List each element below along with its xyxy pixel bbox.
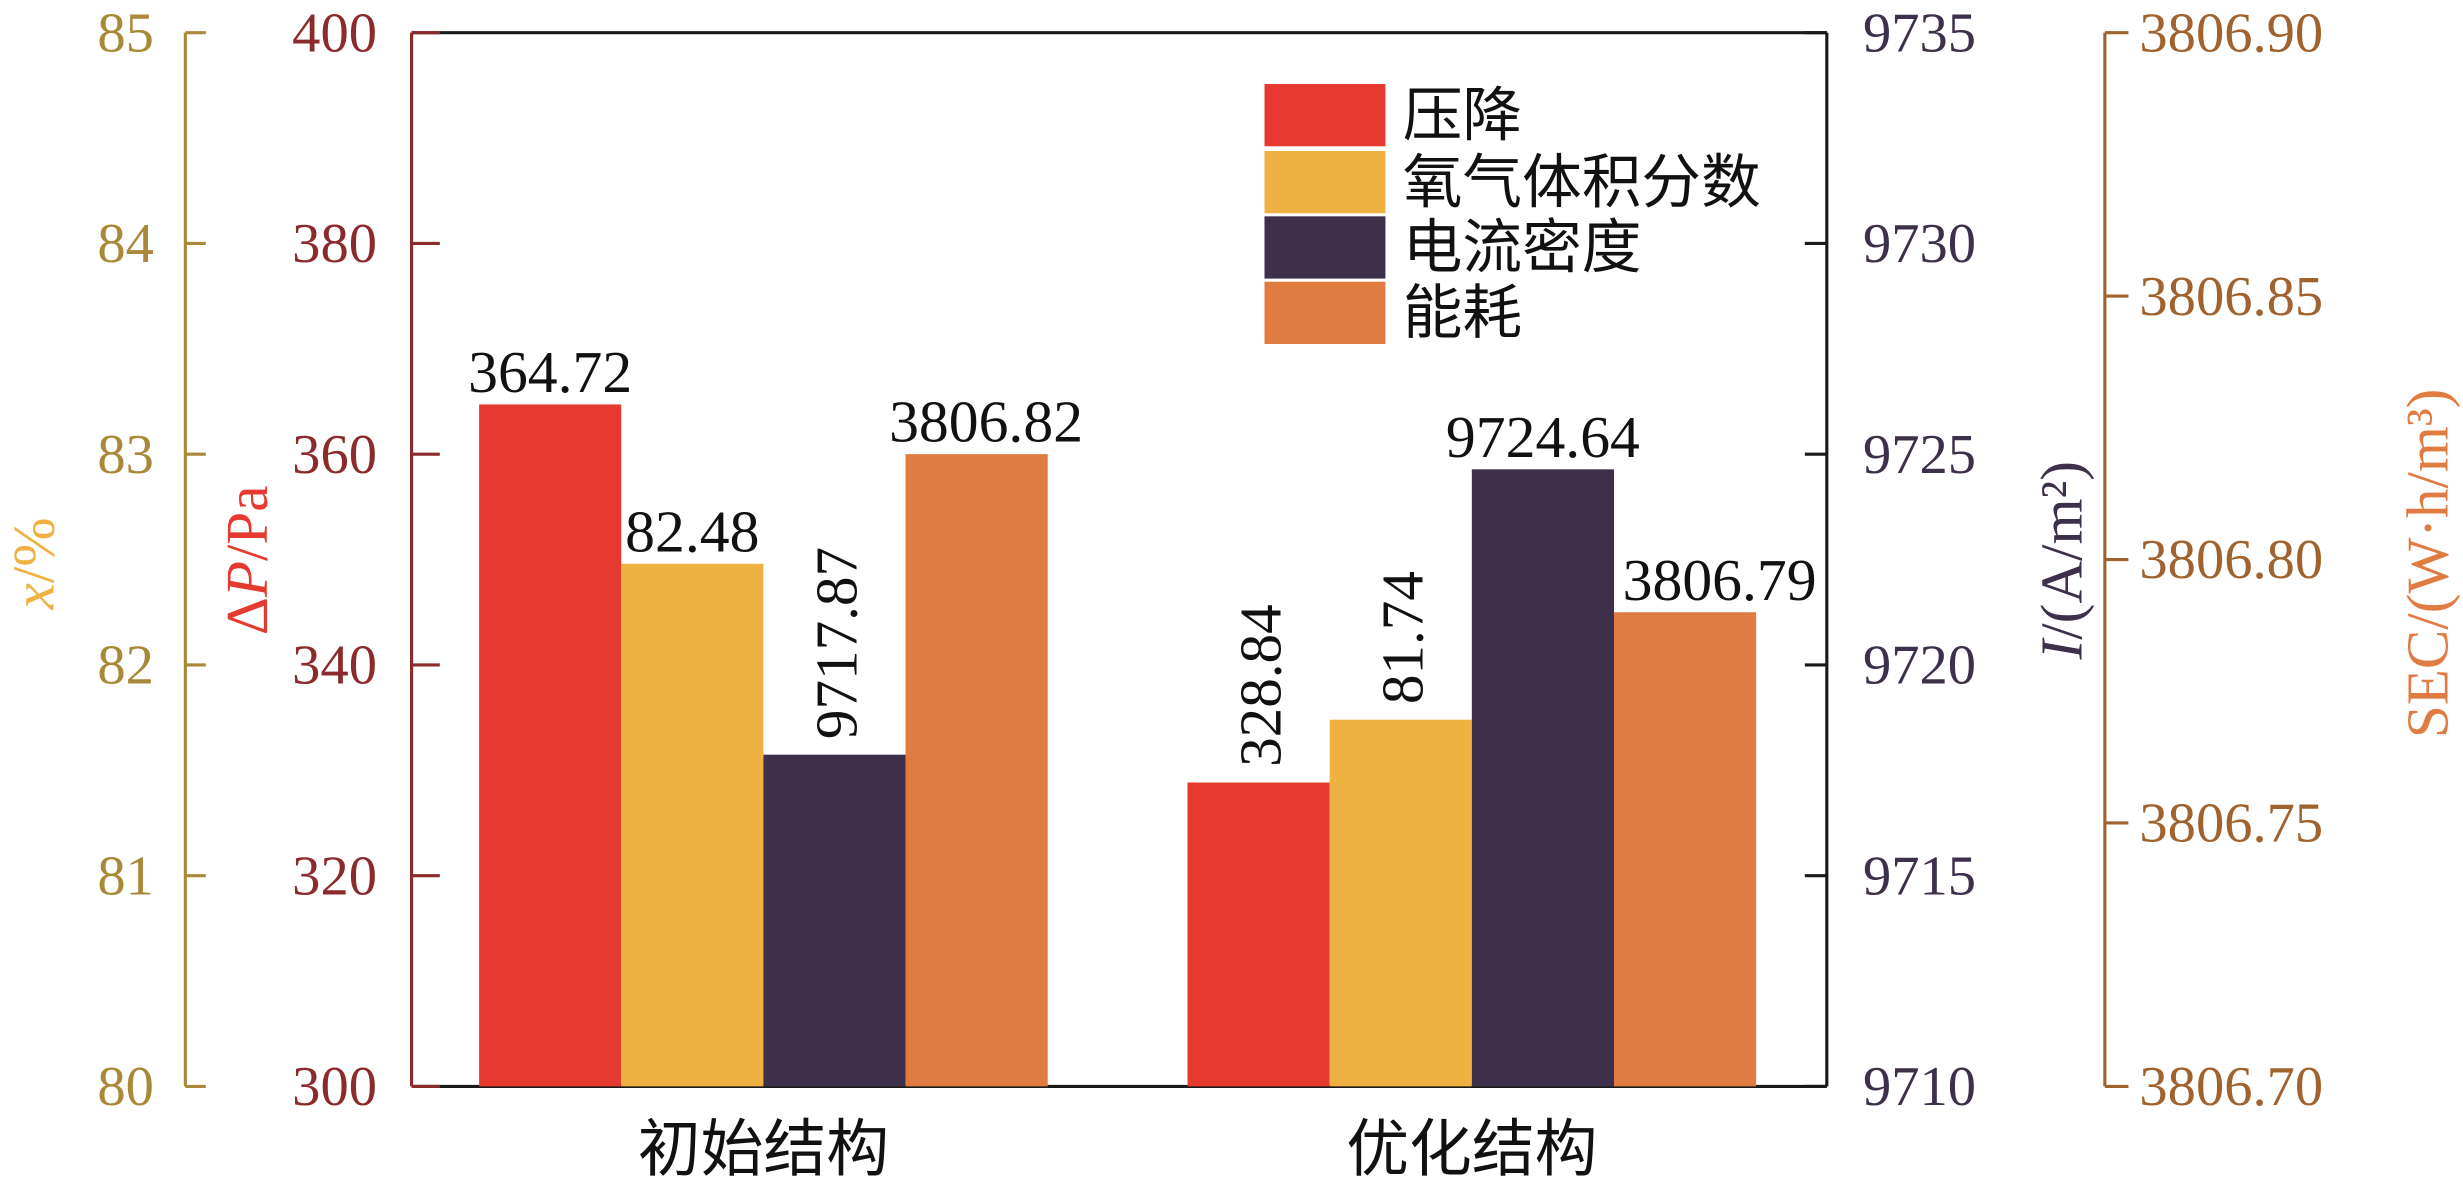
tick-label-current-density-3: 9725 bbox=[1863, 424, 1976, 486]
tick-label-energy-consumption-1: 3806.75 bbox=[2139, 793, 2323, 855]
axis-title-energy-consumption: SEC/(W·h/m³) bbox=[2394, 389, 2460, 738]
tick-label-energy-consumption-4: 3806.90 bbox=[2139, 3, 2323, 65]
tick-label-oxygen-fraction-4: 84 bbox=[97, 213, 154, 275]
data-label-energy-consumption-optimized: 3806.79 bbox=[1623, 547, 1817, 613]
data-label-pressure-drop-optimized: 328.84 bbox=[1227, 604, 1293, 767]
bars-layer bbox=[479, 404, 1757, 1087]
data-label-oxygen-fraction-initial: 82.48 bbox=[625, 499, 759, 565]
legend-swatch-oxygen-fraction bbox=[1264, 150, 1386, 214]
data-label-oxygen-fraction-optimized: 81.74 bbox=[1370, 571, 1436, 704]
tick-label-current-density-0: 9710 bbox=[1863, 1056, 1976, 1118]
tick-label-oxygen-fraction-3: 83 bbox=[97, 424, 154, 486]
legend-swatch-energy-consumption bbox=[1264, 281, 1386, 344]
tick-label-pressure-drop-2: 340 bbox=[292, 635, 377, 697]
data-label-current-density-optimized: 9724.64 bbox=[1446, 404, 1640, 470]
tick-label-pressure-drop-3: 360 bbox=[292, 424, 377, 486]
data-label-pressure-drop-initial: 364.72 bbox=[468, 339, 632, 405]
data-labels-layer: 364.72 328.84 82.48 81.74 9717.87 9724.64 3806… bbox=[468, 339, 1816, 767]
category-label-initial: 初始结构 bbox=[638, 1115, 889, 1185]
tick-label-pressure-drop-1: 320 bbox=[292, 846, 377, 908]
axis-title-oxygen-fraction-var: x bbox=[0, 583, 66, 610]
legend-label-energy-consumption: 能耗 bbox=[1403, 280, 1522, 346]
tick-label-pressure-drop-4: 380 bbox=[292, 213, 377, 275]
tick-label-oxygen-fraction-2: 82 bbox=[97, 635, 154, 697]
legend-label-current-density: 电流密度 bbox=[1403, 215, 1642, 281]
bar-pressure-drop-initial bbox=[479, 404, 622, 1087]
tick-label-pressure-drop-5: 400 bbox=[292, 3, 377, 65]
axis-title-pressure-drop-unit: /Pa bbox=[214, 485, 280, 561]
axes-layer: 80 81 82 83 84 85 300 320 340 360 380 400 9710 9715 97… bbox=[97, 3, 2323, 1118]
tick-label-current-density-1: 9715 bbox=[1863, 846, 1976, 908]
bar-energy-consumption-initial bbox=[905, 454, 1048, 1087]
tick-label-current-density-5: 9735 bbox=[1863, 3, 1976, 65]
bar-energy-consumption-optimized bbox=[1613, 612, 1757, 1087]
tick-label-oxygen-fraction-0: 80 bbox=[97, 1056, 154, 1118]
legend: 压降 氧气体积分数 电流密度 能耗 bbox=[1264, 83, 1761, 346]
axis-title-current-density-unit: /(A/m²) bbox=[2028, 461, 2094, 640]
tick-label-energy-consumption-3: 3806.85 bbox=[2139, 266, 2323, 328]
data-label-energy-consumption-initial: 3806.82 bbox=[889, 389, 1083, 455]
legend-label-pressure-drop: 压降 bbox=[1403, 83, 1522, 149]
tick-label-energy-consumption-0: 3806.70 bbox=[2139, 1056, 2323, 1118]
tick-label-energy-consumption-2: 3806.80 bbox=[2139, 529, 2323, 591]
tick-label-current-density-2: 9720 bbox=[1863, 635, 1976, 697]
legend-swatch-pressure-drop bbox=[1264, 84, 1386, 147]
category-label-optimized: 优化结构 bbox=[1346, 1115, 1597, 1185]
legend-label-oxygen-fraction: 氧气体积分数 bbox=[1403, 150, 1761, 216]
tick-label-oxygen-fraction-1: 81 bbox=[97, 846, 154, 908]
tick-label-oxygen-fraction-5: 85 bbox=[97, 3, 154, 65]
axis-title-current-density: I/(A/m²) bbox=[2028, 461, 2094, 660]
tick-label-pressure-drop-0: 300 bbox=[292, 1056, 377, 1118]
bar-oxygen-fraction-optimized bbox=[1329, 719, 1472, 1087]
bar-current-density-optimized bbox=[1471, 469, 1614, 1087]
bar-oxygen-fraction-initial bbox=[621, 563, 764, 1087]
axis-title-pressure-drop-var: P bbox=[214, 561, 280, 598]
data-label-current-density-initial: 9717.87 bbox=[803, 547, 869, 739]
tick-label-current-density-4: 9730 bbox=[1863, 213, 1976, 275]
bar-current-density-initial bbox=[763, 754, 906, 1087]
axis-title-oxygen-fraction: x/% bbox=[0, 517, 66, 610]
axis-title-oxygen-fraction-unit: /% bbox=[0, 517, 66, 583]
bar-pressure-drop-optimized bbox=[1187, 782, 1330, 1087]
axis-title-energy-consumption-text: SEC/(W·h/m³) bbox=[2394, 389, 2460, 738]
axis-title-current-density-var: I bbox=[2028, 637, 2094, 661]
axis-title-pressure-drop: ΔP/Pa bbox=[214, 485, 280, 635]
legend-swatch-current-density bbox=[1264, 216, 1386, 279]
axis-title-pressure-drop-prefix: Δ bbox=[214, 597, 280, 635]
